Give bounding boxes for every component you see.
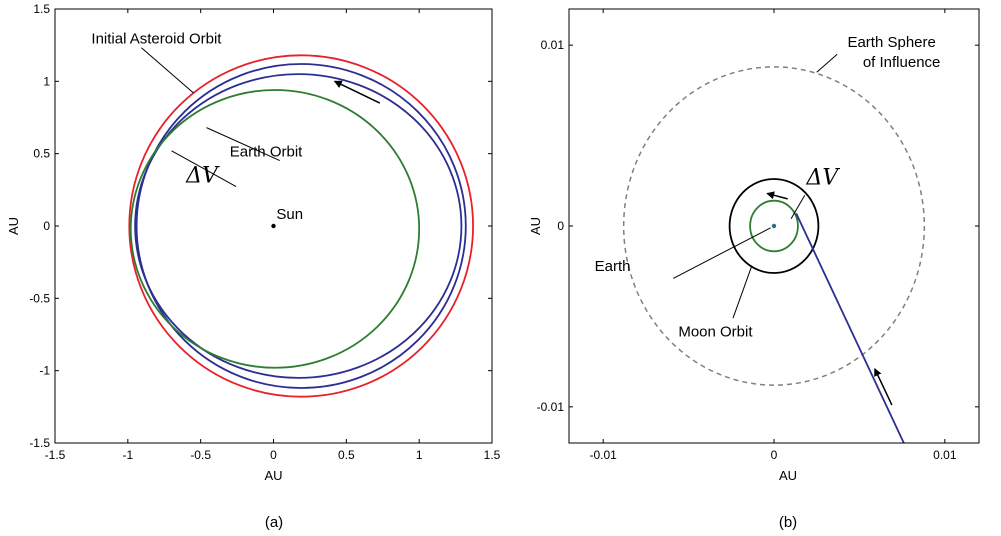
y-tick-label: 1.5 [33,2,50,16]
annotation-leader [816,53,838,73]
panel-a-curves [128,54,474,398]
panel-b-curves [622,66,926,443]
y-tick-label: 0 [557,219,564,233]
panel-a: -1.5 -1 -0.5 0 0.5 1 1.5 -1.5 -1 -0.5 0 0.5 1 1.5 Ini… [6,2,501,531]
x-tick-label: -0.5 [190,448,211,462]
annotation-leader [790,195,806,220]
earth-orbit [129,89,421,369]
direction-arrow [874,367,893,406]
earth-sphere-of-influence [622,66,926,386]
x-tick-label: -1 [122,448,133,462]
annotation-label: ΔV [185,164,220,189]
panel-b-y-axis-label: AU [528,217,543,235]
panel-b-ticks: -0.01 0 0.01 -0.01 0 0.01 [537,9,979,462]
approach-trajectory [795,212,905,443]
y-tick-label: -0.01 [537,400,565,414]
annotation-leader [732,265,753,319]
direction-arrow [766,191,788,200]
direction-arrow [333,80,381,104]
annotation-label: Moon Orbit [678,323,753,340]
y-tick-label: 1 [43,74,50,88]
panel-b-annotations: Earth Sphere of Influence ΔV Earth Moon Orbi… [595,34,941,406]
annotation-leader [171,150,237,188]
annotation-label: Initial Asteroid Orbit [91,31,222,48]
annotation-leader [141,47,194,94]
y-tick-label: 0.01 [541,38,565,52]
annotation-leader [672,227,771,279]
annotation-label: of Influence [863,54,941,71]
annotation-label: ΔV [805,165,840,190]
annotation-label: Earth [595,258,631,275]
x-tick-label: -0.01 [589,448,617,462]
annotation-label: Sun [276,206,303,223]
panel-a-x-axis-label: AU [264,468,282,483]
y-tick-label: -0.5 [29,291,50,305]
x-tick-label: 1 [416,448,423,462]
panel-a-annotations: Initial Asteroid Orbit Earth Orbit ΔV Sun [91,31,381,223]
x-tick-label: 0.01 [933,448,957,462]
initial-asteroid-orbit [128,54,474,398]
x-tick-label: 1.5 [484,448,501,462]
annotation-leader [206,127,281,162]
y-tick-label: 0 [43,219,50,233]
sun-point [271,223,276,229]
x-tick-label: 0 [270,448,277,462]
panel-a-caption: (a) [265,514,283,531]
panel-a-y-axis-label: AU [6,217,21,235]
moon-orbit [728,178,820,274]
panel-b-caption: (b) [779,514,797,531]
x-tick-label: -1.5 [45,448,66,462]
panel-b: -0.01 0 0.01 -0.01 0 0.01 Earth Sphere of Infl… [528,8,980,531]
x-tick-label: 0.5 [338,448,355,462]
annotation-label: Earth Orbit [230,144,303,161]
y-tick-label: -1.5 [29,436,50,450]
panel-b-x-axis-label: AU [779,468,797,483]
earth-point [771,223,777,229]
spiral-orbit [749,199,799,253]
x-tick-label: 0 [771,448,778,462]
annotation-label: Earth Sphere [847,34,935,51]
y-tick-label: 0.5 [33,147,50,161]
transfer-orbit-inner [134,73,463,379]
transfer-orbit-outer [135,63,467,389]
y-tick-label: -1 [39,364,50,378]
panel-a-ticks: -1.5 -1 -0.5 0 0.5 1 1.5 -1.5 -1 -0.5 0 0.5 1 1.5 [29,2,500,462]
